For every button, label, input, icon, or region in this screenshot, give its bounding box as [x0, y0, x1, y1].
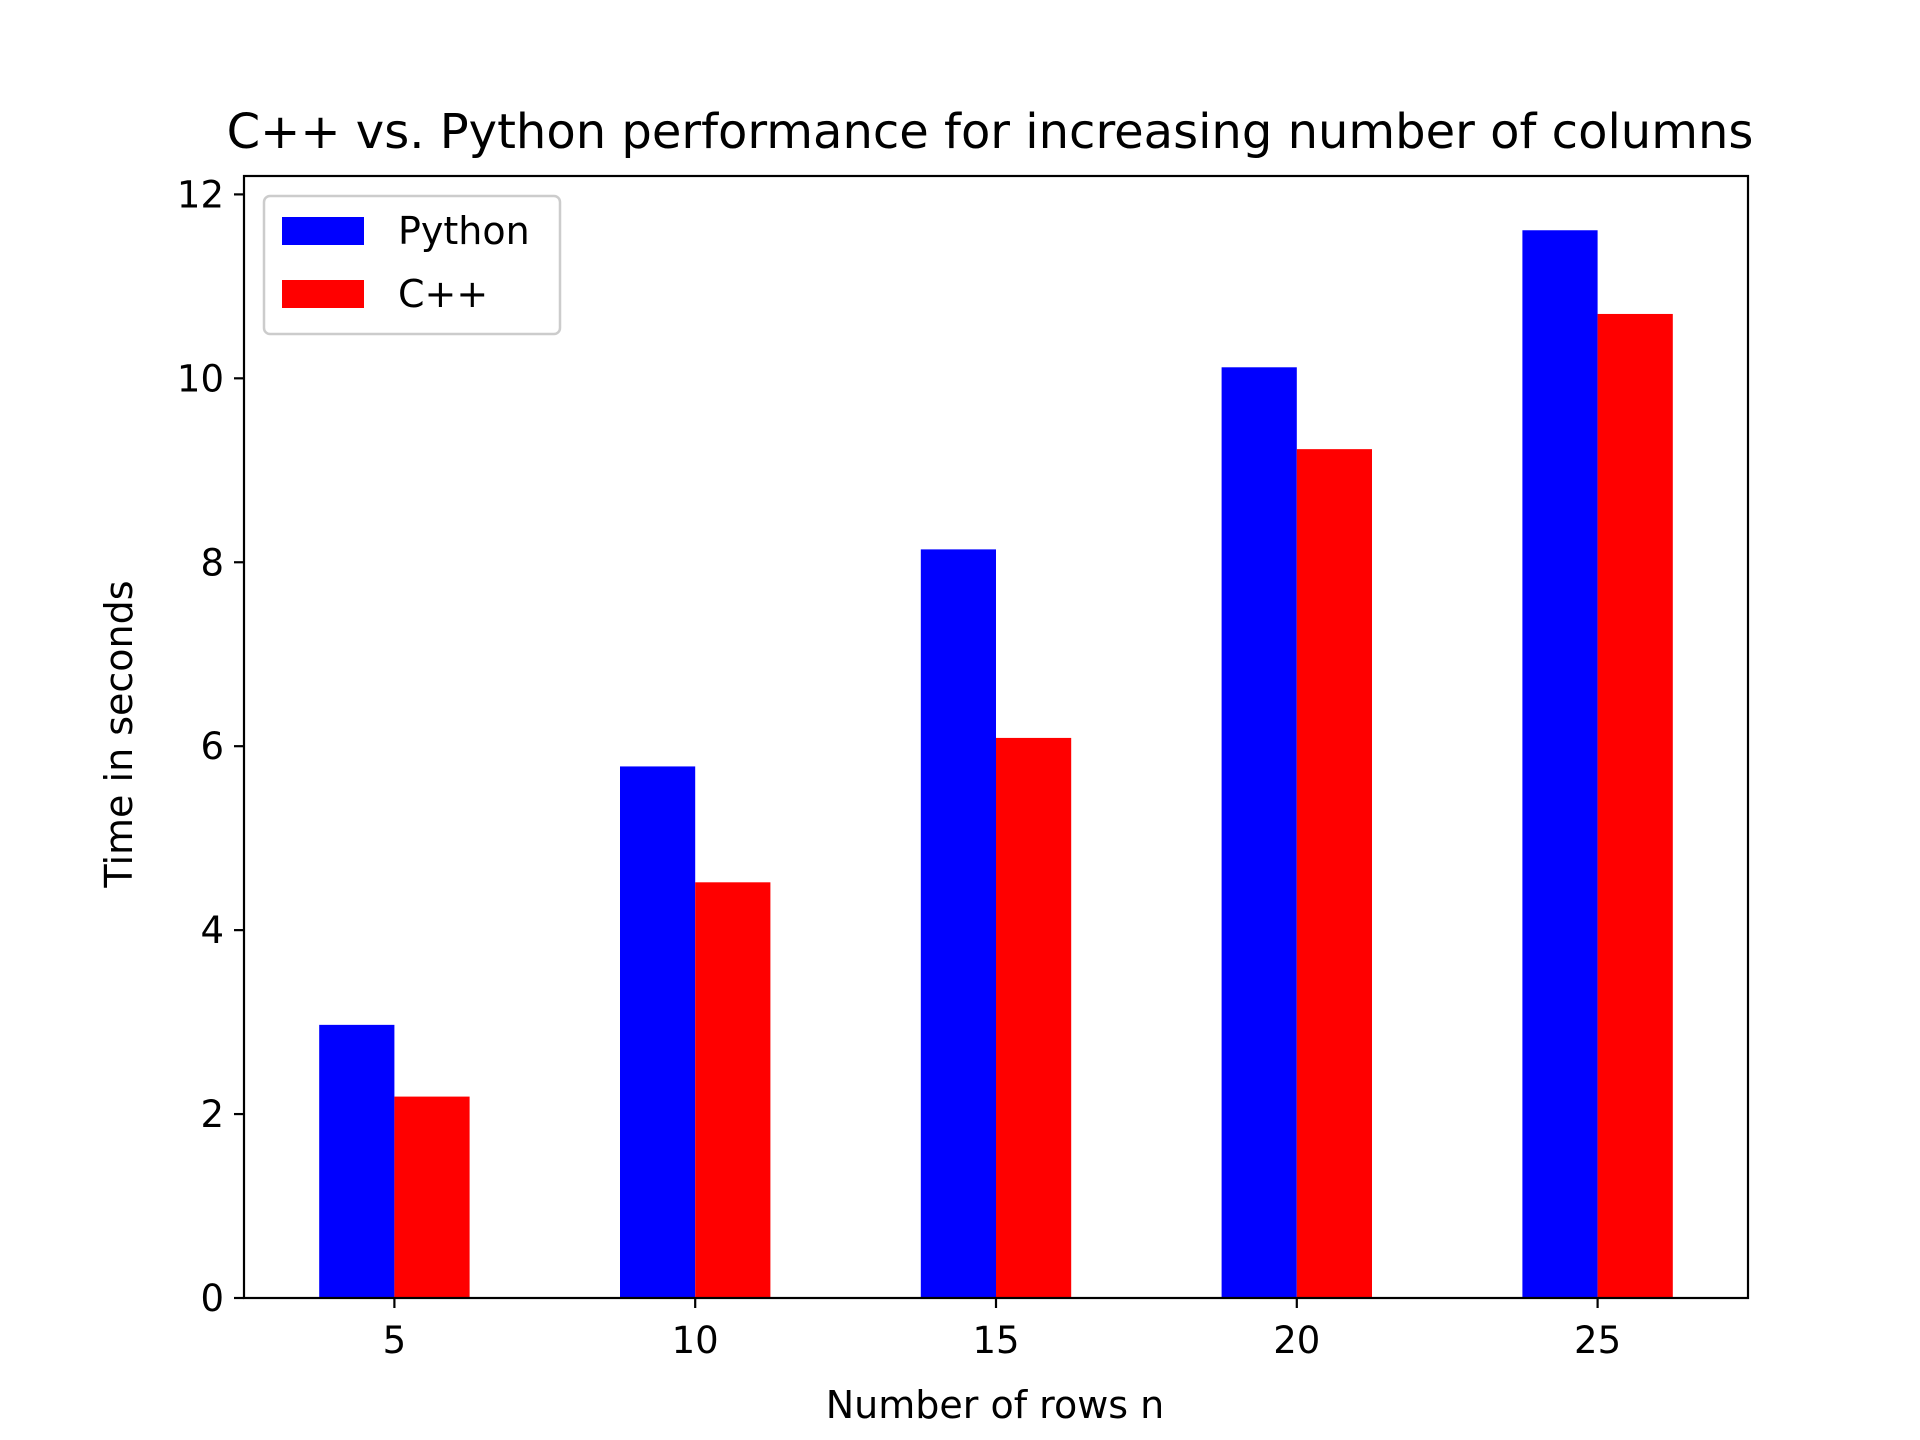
legend-swatch-python: [282, 217, 364, 245]
x-tick-label: 15: [972, 1319, 1019, 1362]
y-tick-label: 6: [200, 725, 224, 768]
bar-python-20: [1221, 367, 1297, 1298]
bar-python-10: [620, 766, 696, 1298]
bar-cpp-5: [394, 1096, 470, 1298]
bars-group: [319, 230, 1673, 1299]
legend-swatch-cpp: [282, 280, 364, 308]
bar-cpp-10: [695, 882, 771, 1298]
y-tick-label: 4: [200, 909, 224, 952]
x-axis-ticks: 5 10 15 20 25: [383, 1298, 1621, 1362]
bar-cpp-25: [1597, 313, 1673, 1298]
x-tick-label: 10: [672, 1319, 719, 1362]
bar-python-5: [319, 1024, 395, 1298]
bar-python-25: [1522, 230, 1598, 1299]
y-tick-label: 10: [177, 357, 224, 400]
y-tick-label: 2: [200, 1093, 224, 1136]
y-tick-label: 8: [200, 541, 224, 584]
plot-frame: [242, 174, 1750, 1300]
bar-cpp-20: [1296, 449, 1372, 1299]
x-axis-label: Number of rows n: [826, 1383, 1165, 1427]
y-tick-label: 12: [177, 173, 224, 216]
y-axis-ticks: 0 2 4 6 8 10 12: [177, 173, 244, 1320]
chart-title: C++ vs. Python performance for increasin…: [227, 104, 1754, 160]
y-axis-label: Time in seconds: [97, 580, 141, 888]
x-tick-label: 25: [1574, 1319, 1621, 1362]
legend-label-cpp: C++: [398, 272, 488, 316]
legend-label-python: Python: [398, 209, 530, 253]
bar-cpp-15: [996, 737, 1072, 1298]
y-tick-label: 0: [200, 1277, 224, 1320]
bar-python-15: [920, 549, 996, 1298]
x-tick-label: 20: [1273, 1319, 1320, 1362]
x-tick-label: 5: [383, 1319, 407, 1362]
legend: Python C++: [262, 194, 562, 336]
